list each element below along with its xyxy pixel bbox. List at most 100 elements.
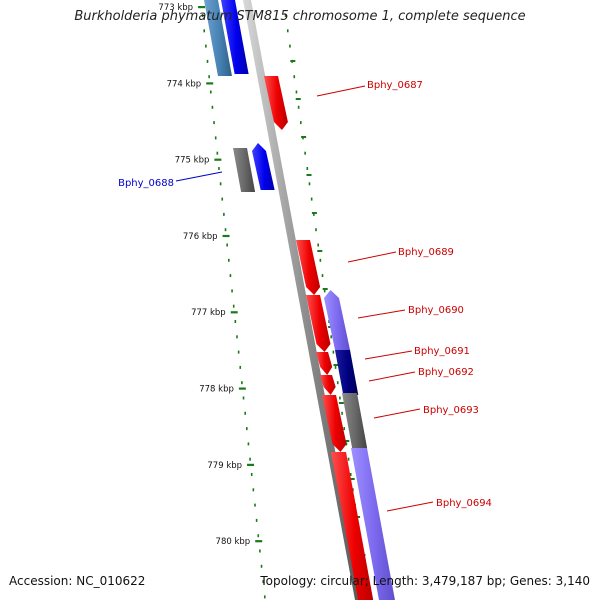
gene-leader-line [364,350,413,360]
minor-tick [257,534,260,538]
outer-major-tick [322,288,328,290]
gene-leader-line [368,371,416,382]
minor-tick [229,274,232,278]
minor-tick [264,595,266,599]
major-tick [206,82,214,85]
outer-major-tick [311,212,317,214]
outer-major-tick [333,364,339,366]
scale-tick-label: 777 kbp [191,308,226,318]
minor-tick [336,381,339,385]
gene-leader-line [357,309,406,319]
minor-tick [306,167,309,170]
gene-leader-line [175,171,223,182]
minor-tick [227,258,230,262]
minor-tick [308,182,311,186]
gene-arrow-bphy-0692[interactable] [320,375,336,395]
minor-tick [297,105,300,109]
minor-tick [247,442,250,446]
minor-tick [295,90,298,94]
gene-label[interactable]: Bphy_0687 [367,80,423,91]
minor-tick [218,167,220,170]
minor-tick [252,488,255,492]
minor-tick [313,212,315,216]
major-tick [238,387,246,390]
gene-arrow-bphy-0687[interactable] [264,76,288,130]
gene-label[interactable]: Bphy_0688 [118,178,174,189]
gene-callouts: Bphy_0687 Bphy_0688 Bphy_0689 Bphy_0690 Bphy… [118,80,492,512]
gene-arrow-bphy-0688[interactable] [252,143,275,190]
genome-backbone [243,0,363,600]
gene-arrow-bphy-0689[interactable] [296,240,321,295]
scale-tick-label: 773 kbp [158,3,193,13]
minor-tick [201,14,204,17]
genome-summary-text: Topology: circular; Length: 3,479,187 bp… [260,574,590,588]
minor-tick [205,44,207,48]
scale-tick-label: 780 kbp [216,537,251,547]
gene-arrow-bphy-0694[interactable] [331,452,374,600]
scale-tick-label: 776 kbp [183,232,218,242]
minor-tick [231,289,233,293]
scale-tick-label: 779 kbp [207,461,242,471]
minor-tick [249,457,251,461]
outer-major-tick [338,402,344,404]
minor-tick [293,75,296,79]
minor-tick [206,59,209,63]
minor-tick [262,580,264,584]
minor-tick [208,75,210,79]
minor-tick [232,304,235,308]
scale-tick-label: 774 kbp [167,79,202,89]
minor-tick [219,182,222,186]
minor-tick [234,320,237,323]
minor-tick [239,365,242,369]
outer-major-tick [349,478,355,480]
feature-block[interactable] [335,350,359,395]
gene-label[interactable]: Bphy_0692 [418,367,474,378]
minor-tick [334,365,337,369]
minor-tick [213,121,215,125]
minor-tick [236,335,238,339]
feature-tracks [204,0,395,600]
gene-label[interactable]: Bphy_0689 [398,247,454,258]
gene-label[interactable]: Bphy_0693 [423,405,479,416]
outer-major-tick [317,250,323,252]
major-tick [247,463,255,466]
gene-arrow-bphy-0690[interactable] [306,295,331,352]
minor-tick [237,350,240,354]
scale-tick-label: 775 kbp [175,156,210,166]
minor-tick [315,228,317,232]
minor-tick [216,151,219,155]
outer-major-tick [344,440,350,442]
gene-label[interactable]: Bphy_0691 [414,346,470,357]
map-title: Burkholderia phymatum STM815 chromosome … [74,9,526,24]
minor-tick [323,289,326,293]
major-tick [230,311,238,314]
scale-tick-label: 778 kbp [199,385,234,395]
minor-tick [209,90,212,94]
minor-tick [332,350,335,354]
minor-tick [203,29,206,33]
feature-block[interactable] [233,148,256,192]
minor-tick [347,457,350,461]
gene-arrow-bphy-0691[interactable] [316,352,333,375]
feature-block[interactable] [342,393,368,448]
minor-tick [223,212,225,216]
feature-block[interactable] [351,448,395,600]
feature-block[interactable] [324,290,351,350]
outer-major-tick [306,174,312,176]
minor-tick [211,105,214,109]
minor-tick [226,243,228,247]
outer-major-tick [301,136,307,138]
minor-tick [221,197,224,201]
gene-arrow-reverse[interactable] [221,0,249,74]
minor-tick [330,335,333,339]
gene-arrow-bphy-0693[interactable] [322,395,347,452]
gene-label[interactable]: Bphy_0690 [408,305,464,316]
gene-label[interactable]: Bphy_0694 [436,498,492,509]
minor-tick [260,564,263,568]
gene-leader-line [386,501,434,512]
gene-leader-line [316,85,366,97]
feature-block[interactable] [204,0,232,76]
minor-tick [341,411,343,415]
